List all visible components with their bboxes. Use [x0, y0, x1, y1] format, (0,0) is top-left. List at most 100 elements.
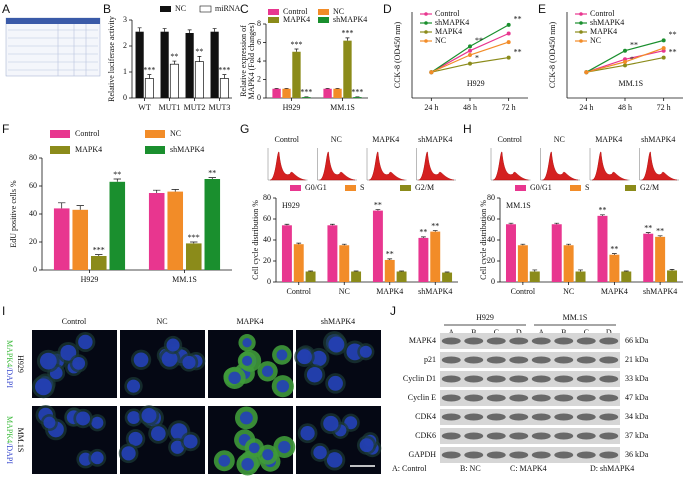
cell-nucleus [133, 352, 149, 368]
significance-label: ** [113, 170, 121, 179]
error-bar [554, 222, 560, 225]
key-label: C: MAPK4 [510, 464, 547, 473]
y-axis-label: Relative luciferase activity [107, 16, 116, 102]
point [661, 55, 666, 60]
x-tick-label: 72 h [502, 103, 516, 112]
annotation: H929 [467, 79, 485, 88]
error-bar [172, 60, 177, 65]
cell-nucleus [128, 431, 143, 446]
stain-label: MAPK4/DAPI [5, 416, 14, 464]
column-label: Control [62, 317, 87, 326]
histogram-label: MAPK4 [372, 135, 399, 144]
cell-nucleus [228, 371, 241, 385]
histogram-peak [368, 151, 405, 181]
blot-strip [440, 428, 620, 444]
y-tick-label: 4 [257, 56, 261, 65]
y-axis-label: Cell cycle distribution % [251, 200, 260, 280]
legend-swatch [50, 146, 70, 154]
bar [53, 208, 70, 270]
panel-label: J [390, 304, 396, 318]
y-tick-label: 20 [263, 256, 271, 265]
table-thumbnail [5, 17, 101, 77]
blot-band [509, 356, 529, 364]
lane-label: A [448, 328, 454, 337]
error-bar [432, 230, 438, 232]
histogram-peak [542, 151, 579, 181]
blot-band [486, 356, 506, 364]
error-bar [600, 214, 605, 216]
cell-nucleus [72, 356, 86, 370]
bar [210, 31, 219, 99]
significance-label: ** [431, 221, 439, 230]
legend-label: shMAPK4 [333, 15, 367, 24]
error-bar [137, 27, 142, 32]
x-tick-label: H929 [81, 275, 99, 284]
cell-nucleus [161, 351, 178, 367]
y-tick-label: 2 [123, 41, 127, 50]
y-tick-label: 60 [487, 214, 495, 223]
cell-nucleus [261, 365, 274, 377]
point [468, 48, 472, 53]
cell-nucleus [239, 411, 253, 425]
bar [169, 63, 179, 99]
cell-nucleus [276, 349, 288, 361]
lane-label: D [606, 328, 612, 337]
legend-label: NC [170, 129, 181, 138]
histogram-peak [492, 151, 529, 181]
y-tick-label: 40 [29, 209, 37, 218]
panel-label: H [463, 122, 472, 136]
blot-band [576, 337, 596, 345]
legend-label: S [360, 183, 364, 192]
blot-band [554, 451, 574, 459]
error-bar [387, 258, 393, 260]
cell-nucleus [182, 355, 196, 370]
point [506, 31, 511, 36]
error-bar [147, 74, 152, 79]
significance-label: *** [143, 65, 155, 74]
y-tick-label: 2 [257, 74, 261, 83]
blot-band [464, 337, 484, 345]
stain-label-green: MAPK4 [5, 416, 14, 443]
lane-label: D [516, 328, 522, 337]
error-bar [645, 232, 651, 234]
histogram-peak [591, 151, 628, 181]
bar [302, 97, 311, 98]
histogram-label: NC [554, 135, 565, 144]
cell-nucleus [242, 338, 252, 348]
x-tick-label: Control [287, 287, 312, 296]
blot-band [441, 432, 461, 440]
bar [204, 179, 221, 270]
x-tick-label: 48 h [618, 103, 632, 112]
legend-marker [424, 30, 428, 34]
bar [333, 88, 342, 98]
y-tick-label: 80 [487, 193, 495, 202]
cell-nucleus [311, 350, 327, 367]
error-bar [353, 270, 359, 272]
y-tick-label: 20 [487, 256, 495, 265]
blot-band [554, 337, 574, 345]
cell-nucleus [126, 379, 141, 393]
blot-band [441, 337, 461, 345]
legend-label: Control [590, 9, 615, 18]
histogram-label: shMAPK4 [418, 135, 452, 144]
cell-nucleus [151, 426, 166, 441]
legend-label: G0/G1 [305, 183, 327, 192]
significance-label: ** [475, 36, 483, 45]
bar [563, 245, 574, 282]
blot-band [531, 432, 551, 440]
group-label: MM.1S [563, 313, 588, 322]
error-bar [308, 270, 313, 272]
bar [396, 271, 407, 282]
significance-label: ** [195, 47, 203, 56]
size-label: 34 kDa [625, 412, 649, 421]
significance-label: ** [598, 206, 606, 215]
size-label: 47 kDa [625, 393, 649, 402]
significance-label: ** [374, 200, 382, 209]
stain-label: MAPK4/DAPI [5, 340, 14, 388]
histogram-label: Control [275, 135, 300, 144]
row-label: MM.1S [16, 428, 25, 453]
lane-label: B [471, 328, 476, 337]
legend-marker [579, 39, 583, 43]
significance-label: *** [188, 233, 200, 242]
cell-nucleus [183, 434, 198, 449]
